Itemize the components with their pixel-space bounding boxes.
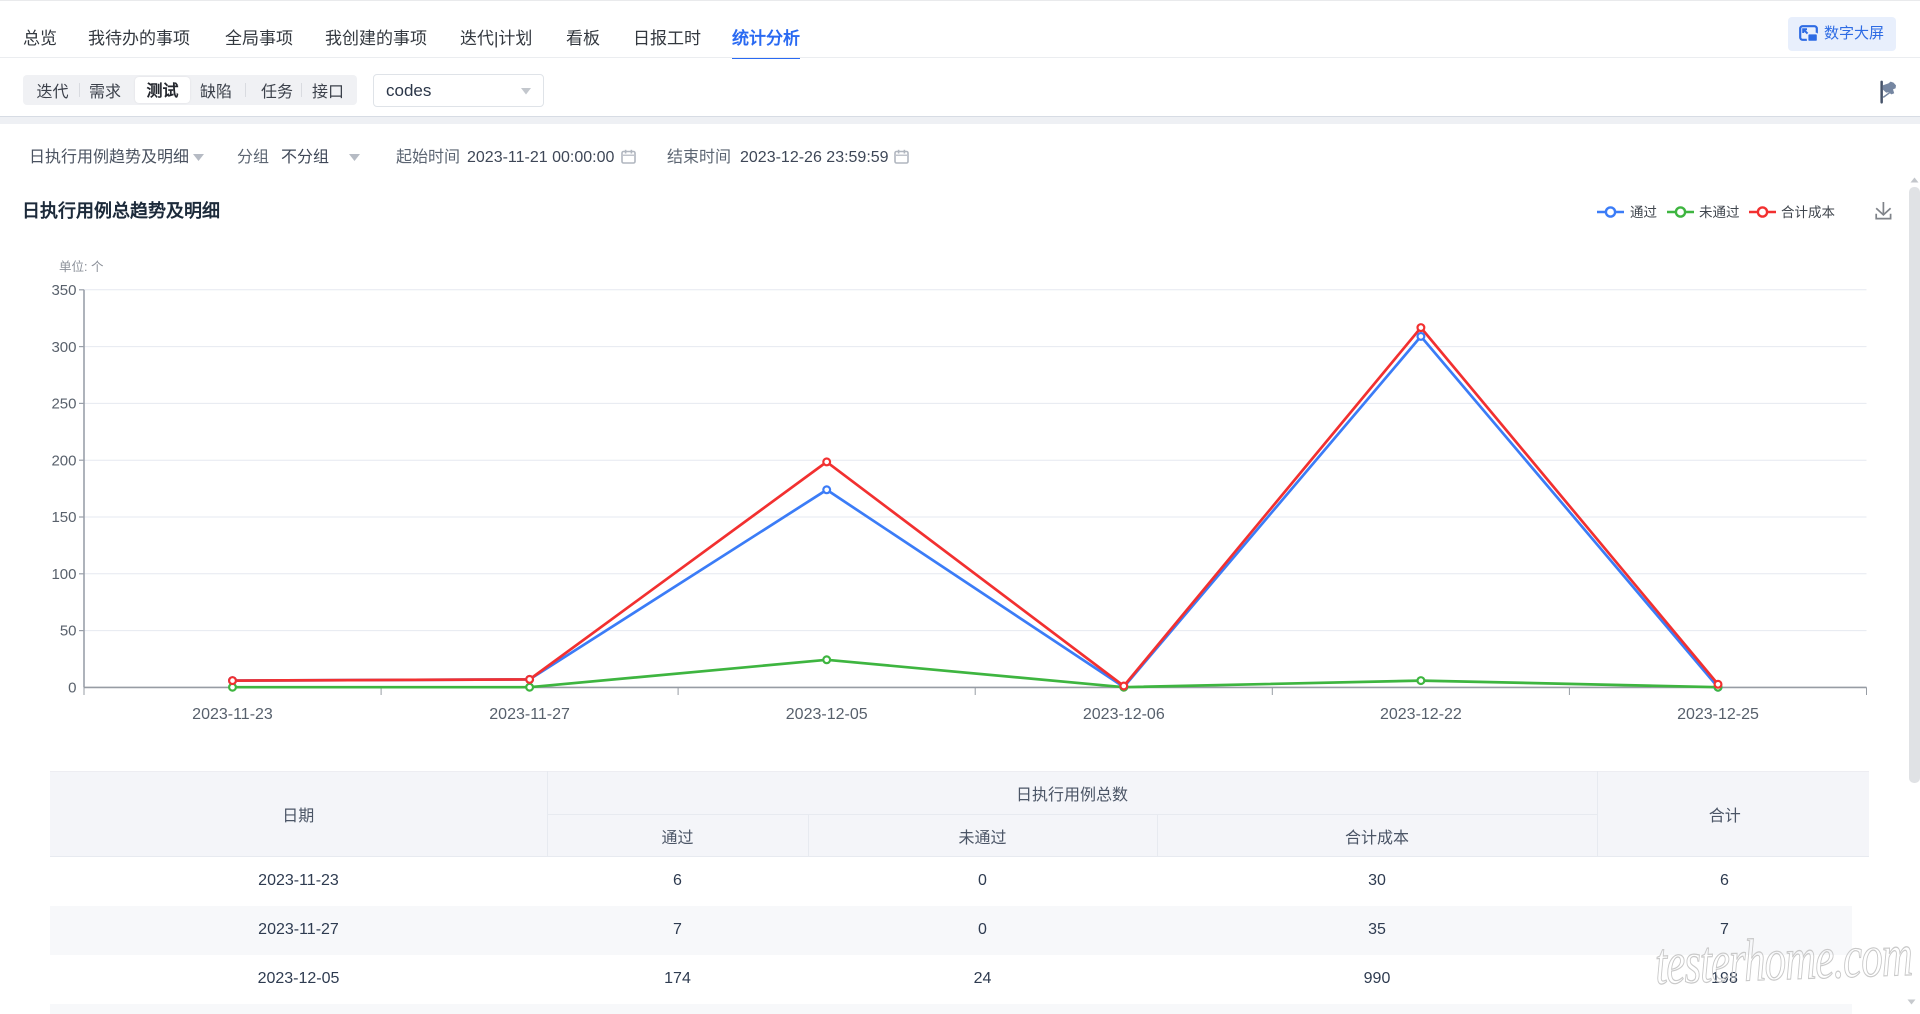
svg-text:2023-12-25: 2023-12-25	[1677, 706, 1759, 723]
svg-text:0: 0	[68, 680, 76, 697]
svg-text:50: 50	[60, 623, 77, 640]
svg-text:2023-11-27: 2023-11-27	[489, 706, 570, 723]
svg-text:2023-12-06: 2023-12-06	[1083, 706, 1165, 723]
svg-text:2023-11-23: 2023-11-23	[192, 706, 273, 723]
svg-text:单位: 个: 单位: 个	[59, 259, 104, 274]
svg-text:testerhome.com: testerhome.com	[1654, 922, 1914, 998]
svg-text:350: 350	[51, 282, 76, 299]
svg-text:通过: 通过	[1630, 205, 1658, 220]
svg-text:100: 100	[51, 566, 76, 583]
svg-text:2023-12-05: 2023-12-05	[786, 706, 868, 723]
svg-text:未通过: 未通过	[1699, 205, 1740, 220]
svg-text:300: 300	[51, 339, 76, 356]
svg-text:250: 250	[51, 396, 76, 413]
svg-text:2023-12-22: 2023-12-22	[1380, 706, 1462, 723]
svg-text:150: 150	[51, 509, 76, 526]
svg-text:200: 200	[51, 452, 76, 469]
svg-text:合计成本: 合计成本	[1781, 205, 1835, 220]
